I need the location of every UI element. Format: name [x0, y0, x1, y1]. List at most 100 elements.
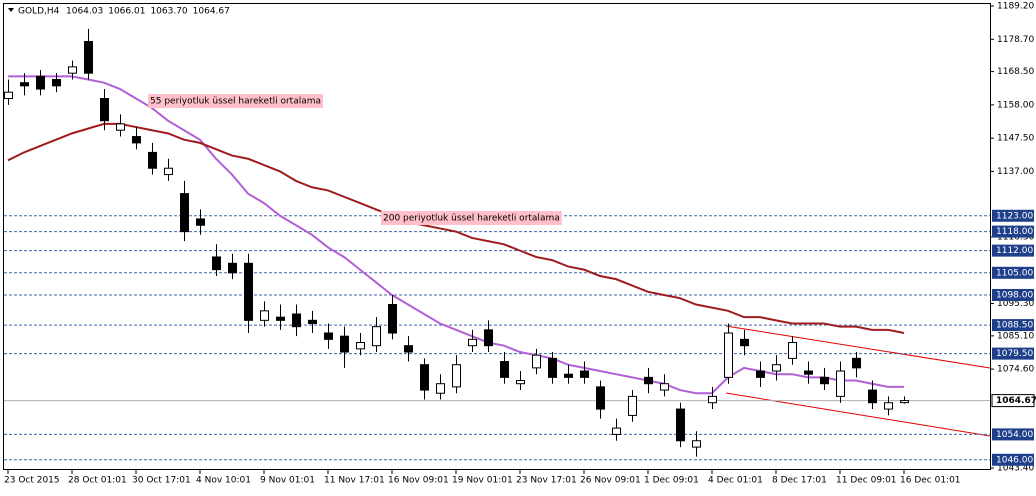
candle-body: [116, 123, 125, 131]
x-tick-label: 4 Dec 01:01: [708, 476, 763, 486]
ohlc-label: 1064.03: [66, 7, 103, 17]
y-tick-label: 1168.50: [997, 67, 1034, 77]
channel-upper: [725, 325, 991, 369]
candle-body: [548, 357, 557, 378]
candle-body: [756, 370, 765, 378]
candle-body: [276, 316, 285, 321]
candle-body: [68, 66, 77, 74]
y-tick-label: 1085.10: [997, 331, 1034, 341]
y-tick-label: 1095.30: [997, 299, 1034, 309]
y-tick-label: 1137.00: [997, 167, 1034, 177]
x-tick-label: 23 Oct 2015: [4, 476, 60, 486]
candle-body: [260, 310, 269, 321]
candle-body: [532, 354, 541, 369]
candle-body: [564, 373, 573, 378]
level-label: 1112.00: [996, 246, 1033, 256]
level-box: [992, 209, 1034, 222]
annotation-bg: [381, 211, 562, 225]
candle-body: [340, 335, 349, 353]
level-box: [992, 428, 1034, 441]
x-tick-label: 16 Dec 01:01: [900, 476, 961, 486]
candle-body: [580, 370, 589, 378]
candle-body: [740, 338, 749, 347]
x-tick-label: 1 Dec 09:01: [644, 476, 699, 486]
level-label: 1105.00: [996, 268, 1033, 278]
candle-body: [132, 136, 141, 144]
ohlc-label: 1066.01: [108, 7, 145, 17]
x-tick-label: 11 Dec 09:01: [836, 476, 897, 486]
annotation: 55 periyotluk üssel hareketli ortalama: [150, 97, 321, 107]
level-label: 1079.50: [996, 349, 1033, 359]
level-label: 1118.00: [996, 227, 1033, 237]
candle-body: [84, 40, 93, 74]
menu-arrow[interactable]: [8, 8, 14, 12]
candle-body: [324, 332, 333, 340]
candle-body: [868, 389, 877, 404]
candle-body: [484, 329, 493, 347]
candle-body: [292, 313, 301, 328]
candle-body: [244, 262, 253, 321]
current-price-label: 1064.67: [996, 396, 1036, 406]
candle-body: [596, 386, 605, 410]
x-tick-label: 9 Nov 01:01: [260, 476, 315, 486]
y-tick-label: 1189.20: [997, 2, 1034, 12]
x-tick-label: 4 Nov 10:01: [196, 476, 251, 486]
level-box: [992, 244, 1034, 257]
x-tick-label: 19 Nov 01:01: [452, 476, 513, 486]
moving-average: [7, 122, 905, 334]
ohlc-label: 1063.70: [150, 7, 187, 17]
candle-body: [164, 167, 173, 176]
symbol: GOLD,H4: [18, 7, 60, 17]
candle-body: [676, 408, 685, 442]
x-tick-label: 8 Dec 17:01: [772, 476, 827, 486]
level-label: 1098.00: [996, 290, 1033, 300]
candle-body: [724, 332, 733, 378]
candle-body: [388, 303, 397, 334]
moving-average: [8, 75, 904, 395]
candle-body: [4, 91, 13, 100]
candle-body: [52, 79, 61, 87]
candle-body: [660, 383, 669, 391]
level-label: 1123.00: [996, 211, 1033, 221]
candle-body: [516, 380, 525, 385]
level-box: [992, 453, 1034, 466]
level-box: [992, 225, 1034, 238]
candle-body: [612, 427, 621, 435]
candle-body: [36, 75, 45, 90]
current-price-box: [991, 394, 1035, 408]
candle-body: [356, 342, 365, 350]
candle-body: [100, 98, 109, 122]
x-tick-label: 26 Nov 09:01: [580, 476, 641, 486]
candle-body: [372, 326, 381, 347]
x-tick-label: 30 Oct 17:01: [132, 476, 191, 486]
candle-body: [436, 383, 445, 394]
candle-body: [820, 376, 829, 385]
candle-body: [788, 342, 797, 359]
y-tick-label: 1147.50: [997, 134, 1034, 144]
level-label: 1054.00: [996, 430, 1033, 440]
x-tick-label: 28 Oct 01:01: [68, 476, 127, 486]
y-tick-label: 1043.40: [997, 464, 1034, 474]
candle-body: [308, 319, 317, 325]
level-label: 1046.00: [996, 455, 1033, 465]
y-tick-label: 1178.70: [997, 35, 1034, 45]
level-box: [992, 347, 1034, 360]
candle-body: [852, 357, 861, 369]
candle-body: [900, 400, 909, 404]
level-box: [992, 288, 1034, 301]
level-box: [992, 266, 1034, 279]
candle-body: [468, 338, 477, 347]
x-tick-label: 16 Nov 09:01: [388, 476, 449, 486]
candle-body: [644, 376, 653, 385]
level-box: [992, 319, 1034, 332]
candle-body: [196, 218, 205, 226]
y-tick-label: 1158.00: [997, 100, 1034, 110]
candle-body: [148, 151, 157, 169]
x-tick-label: 11 Nov 17:01: [324, 476, 385, 486]
ohlc-label: 1064.67: [193, 7, 230, 17]
candle-body: [452, 364, 461, 388]
y-tick-label: 1074.60: [997, 365, 1034, 375]
annotation-bg: [148, 94, 324, 108]
